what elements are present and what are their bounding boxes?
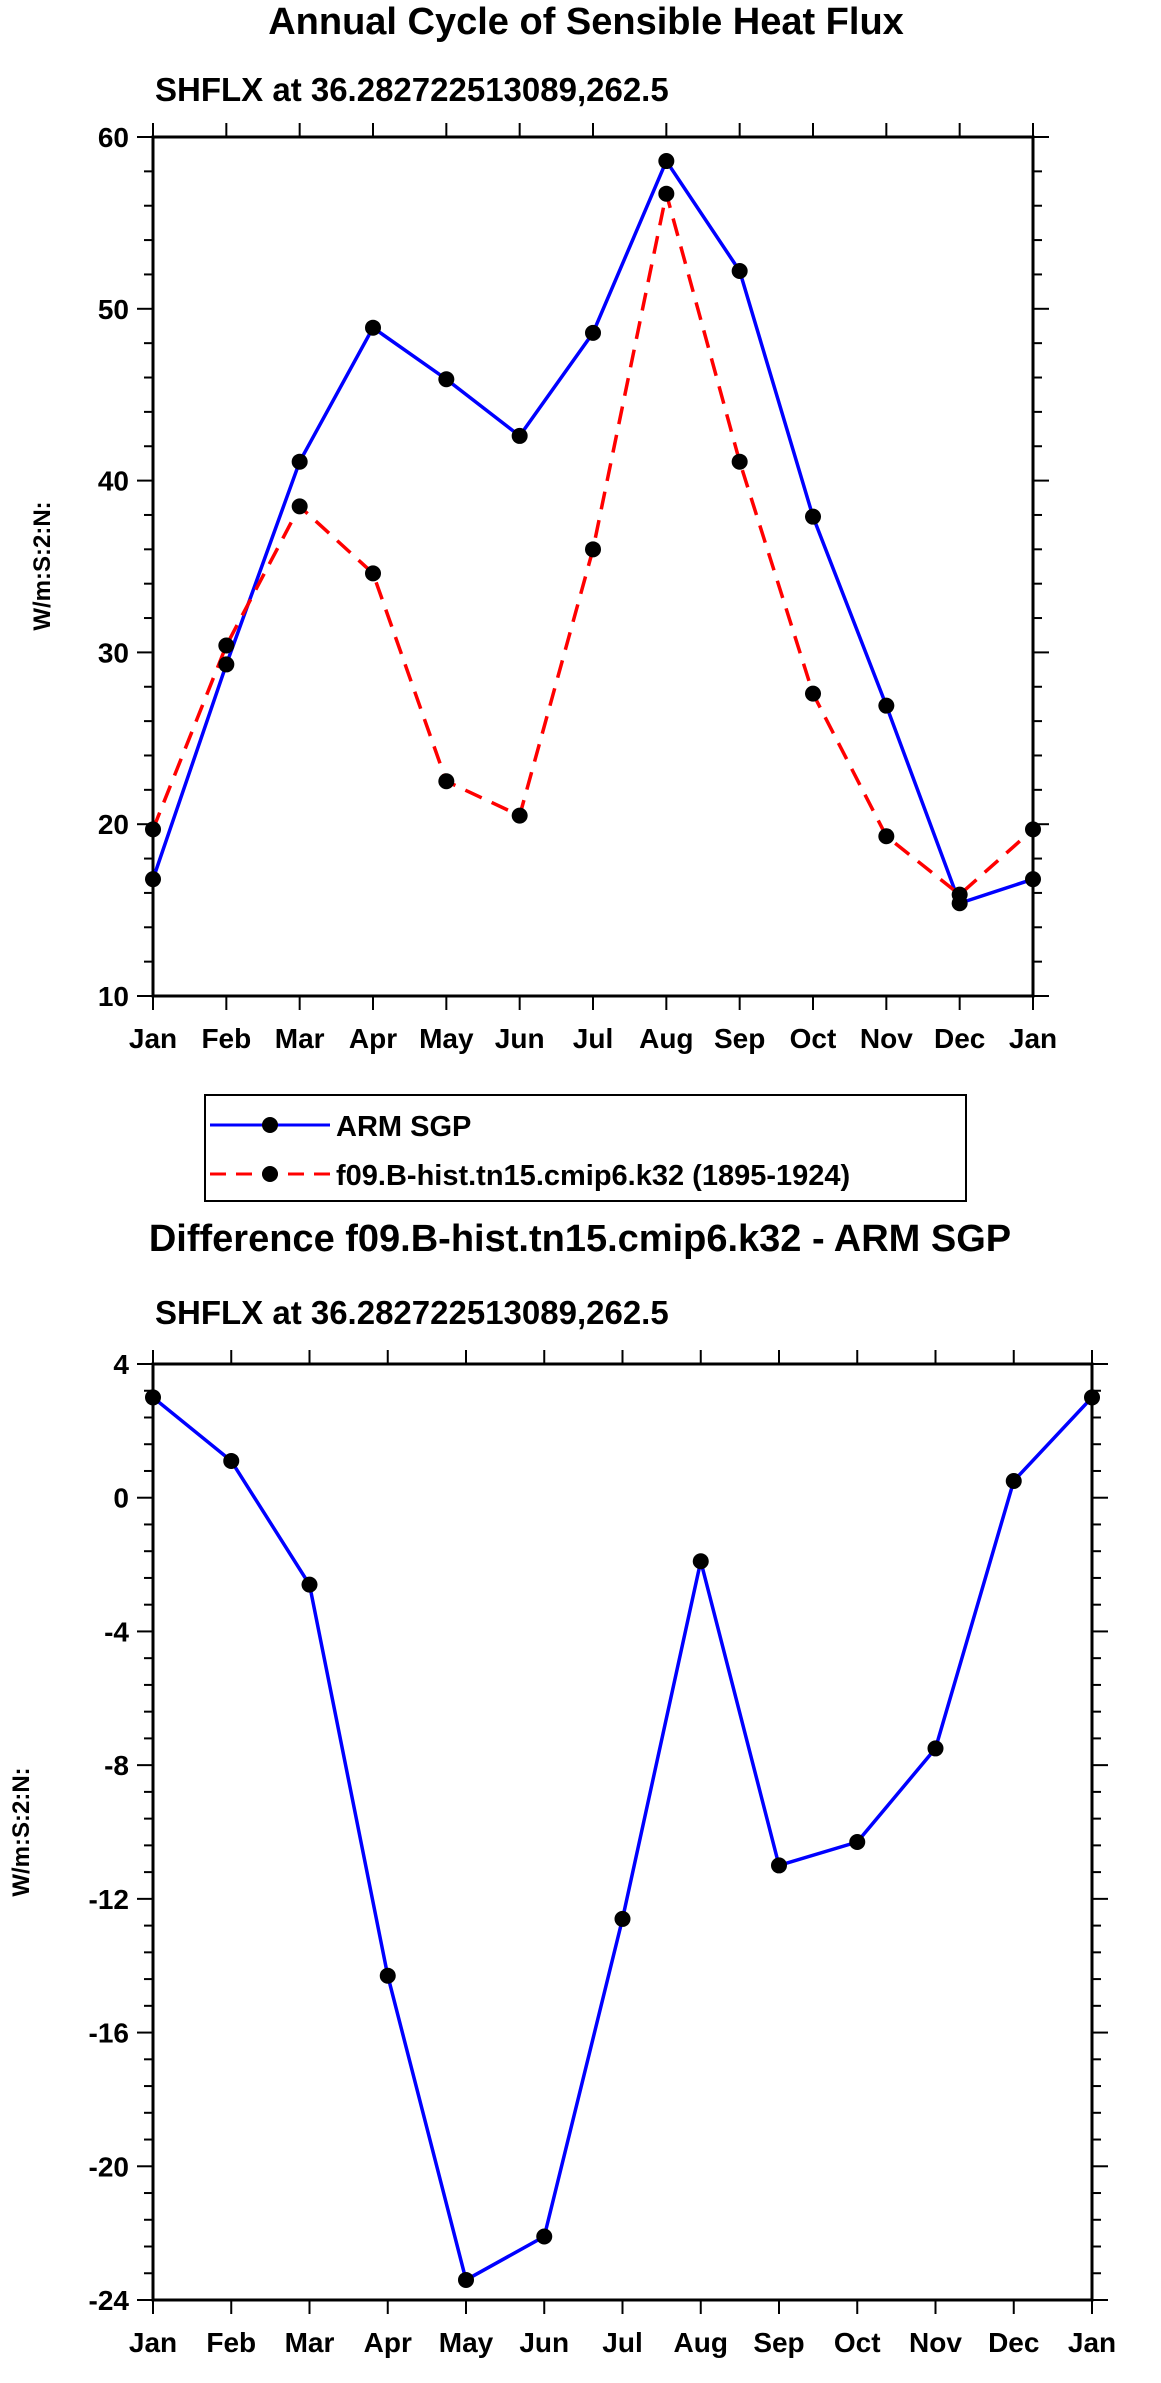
chart1-xtick-label: Apr (349, 1023, 397, 1054)
chart1-point (438, 371, 455, 388)
chart1-xtick-label: Oct (790, 1023, 837, 1054)
chart2-xtick-label: May (439, 2327, 494, 2358)
chart1-point (291, 498, 308, 515)
chart1-point (878, 697, 895, 714)
chart2-ytick-label: -8 (104, 1750, 129, 1781)
chart2-point (536, 2228, 553, 2245)
chart2-ytick-label: -12 (89, 1884, 129, 1915)
chart2-title: Difference f09.B-hist.tn15.cmip6.k32 - A… (149, 1218, 1011, 1260)
chart1-point (218, 637, 235, 654)
chart2-ytick-label: 0 (113, 1483, 129, 1514)
chart2-xtick-label: Jul (602, 2327, 642, 2358)
chart1-xtick-label: Jul (573, 1023, 613, 1054)
chart2-point (1005, 1473, 1022, 1489)
chart2-xtick-label: Jun (519, 2327, 569, 2358)
chart1-subtitle: SHFLX at 36.282722513089,262.5 (155, 71, 669, 108)
chart2-xtick-label: Dec (988, 2327, 1039, 2358)
chart2-point (379, 1967, 396, 1984)
chart2-point (1084, 1389, 1100, 1406)
chart1-ytick-label: 50 (98, 294, 129, 325)
chart1-xtick-label: Dec (934, 1023, 985, 1054)
chart1-point (1025, 871, 1041, 888)
chart1-ytick-label: 40 (98, 466, 129, 497)
chart2-point (301, 1576, 318, 1593)
chart1-xtick-label: Sep (714, 1023, 765, 1054)
chart1-plot-area: Jan Feb Mar Apr May Jun Jul Aug Sep Oct Nov Dec Jan1… (98, 122, 1057, 1054)
chart1-ytick-label: 10 (98, 981, 129, 1012)
chart2-plot-area: Jan Feb Mar Apr May Jun Jul Aug Sep Oct Nov Dec Jan -… (89, 1349, 1117, 2358)
chart1-xtick-label: Jan (1009, 1023, 1057, 1054)
chart2-ylabel: W/m:S:2:N: (8, 1767, 35, 1896)
chart2-xtick-label: Mar (285, 2327, 335, 2358)
chart2-point (145, 1389, 161, 1406)
chart2-point (692, 1553, 709, 1570)
chart1-point (365, 319, 381, 336)
legend-box (204, 1094, 967, 1202)
chart1-point (951, 886, 968, 903)
legend-marker-model (262, 1166, 278, 1182)
chart1-point (658, 185, 675, 202)
chart2-point (458, 2271, 474, 2288)
chart1-point (145, 821, 161, 838)
chart1-point (731, 263, 748, 280)
chart1-point (585, 541, 601, 558)
chart1-point (805, 685, 821, 702)
chart2-ytick-label: 4 (113, 1349, 129, 1380)
chart1-xtick-label: Mar (275, 1023, 325, 1054)
chart1-xtick-label: May (419, 1023, 474, 1054)
chart1-title: Annual Cycle of Sensible Heat Flux (268, 1, 904, 43)
legend-marker-arm (262, 1117, 278, 1133)
chart1-point (511, 427, 528, 444)
chart1-point (145, 871, 161, 888)
chart2-xtick-label: Oct (834, 2327, 881, 2358)
chart1-point (511, 807, 528, 824)
chart1-point (291, 453, 308, 470)
chart1-xtick-label: Nov (860, 1023, 913, 1054)
chart1-point (585, 324, 601, 341)
chart2-xtick-label: Aug (674, 2327, 728, 2358)
chart1-ylabel: W/m:S:2:N: (29, 501, 56, 630)
chart1-point (218, 656, 235, 673)
chart2-point (927, 1740, 944, 1757)
chart2-xtick-label: Feb (206, 2327, 256, 2358)
chart1-xtick-label: Jun (495, 1023, 545, 1054)
chart2-series-line-0 (151, 1396, 1094, 2283)
chart2-xtick-label: Jan (1068, 2327, 1116, 2358)
chart1-frame (151, 135, 1035, 998)
legend-label-model: f09.B-hist.tn15.cmip6.k32 (1895-1924) (336, 1160, 850, 1192)
chart1-point (731, 453, 748, 470)
chart2-xtick-label: Sep (753, 2327, 804, 2358)
chart2-xtick-label: Jan (129, 2327, 177, 2358)
chart1-point (878, 828, 895, 845)
chart1-point (1025, 821, 1041, 838)
chart2-point (849, 1834, 866, 1851)
chart1-xtick-label: Aug (639, 1023, 693, 1054)
chart2-ytick-label: -24 (89, 2285, 130, 2316)
chart2-point (614, 1910, 631, 1927)
chart1-xtick-label: Feb (201, 1023, 251, 1054)
chart2-ytick-label: -20 (89, 2151, 129, 2182)
chart1-point (438, 773, 455, 790)
chart1-point (805, 508, 821, 525)
chart1-ytick-label: 60 (98, 122, 129, 153)
chart2-point (223, 1452, 240, 1469)
chart2-ytick-label: -4 (104, 1616, 129, 1647)
chart1-point (365, 565, 381, 582)
chart2-point (771, 1857, 787, 1874)
legend-label-arm: ARM SGP (336, 1111, 471, 1143)
chart2-xtick-label: Apr (364, 2327, 412, 2358)
chart1-ytick-label: 30 (98, 637, 129, 668)
chart1-point (658, 153, 675, 170)
chart2-ytick-label: -16 (89, 2018, 129, 2049)
chart1-ytick-label: 20 (98, 809, 129, 840)
chart2-subtitle: SHFLX at 36.282722513089,262.5 (155, 1294, 669, 1331)
legend: ARM SGP f09.B-hist.tn15.cmip6.k32 (1895-… (204, 1094, 967, 1202)
chart2-frame (151, 1362, 1094, 2302)
chart1-xtick-label: Jan (129, 1023, 177, 1054)
chart2-xtick-label: Nov (909, 2327, 962, 2358)
